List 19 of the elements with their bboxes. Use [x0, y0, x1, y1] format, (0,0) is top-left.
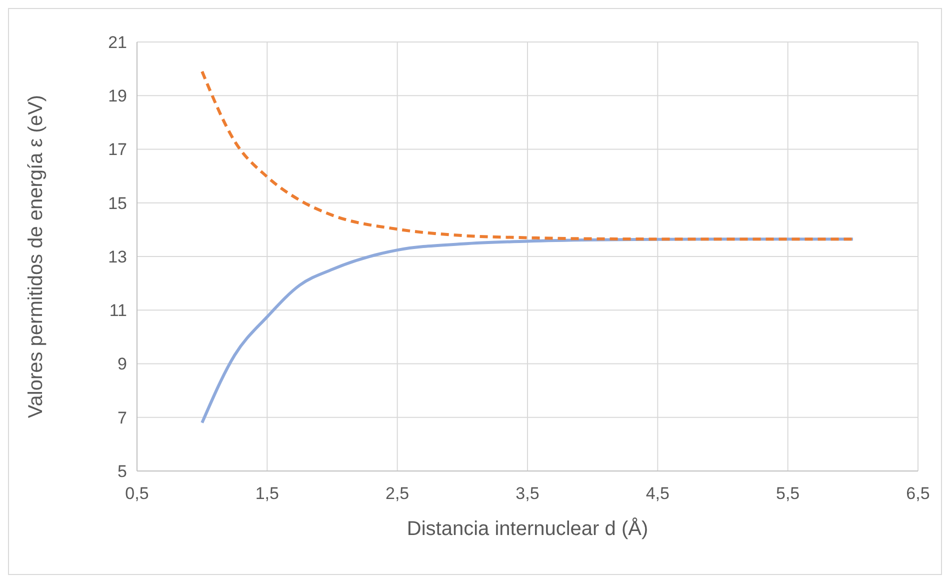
- x-tick-label: 4,5: [646, 484, 670, 503]
- y-tick-label: 17: [108, 140, 127, 160]
- y-tick-label: 19: [108, 86, 127, 106]
- y-tick-label: 15: [108, 194, 127, 213]
- y-tick-label: 7: [118, 408, 127, 428]
- y-tick-label: 13: [108, 247, 127, 266]
- y-tick-label: 5: [118, 462, 127, 481]
- line-series: [200, 70, 854, 241]
- x-axis-title: Distancia internuclear d (Å): [406, 517, 648, 540]
- x-tick-label: 0,5: [125, 484, 149, 503]
- x-tick-label: 5,5: [776, 484, 800, 503]
- x-tick-label: 6,5: [906, 484, 930, 503]
- x-tick-label: 1,5: [255, 484, 279, 503]
- x-tick-label: 3,5: [516, 484, 540, 503]
- x-tick-label: 2,5: [386, 484, 410, 503]
- y-tick-label: 21: [108, 32, 127, 52]
- y-tick-label: 9: [118, 354, 127, 374]
- y-tick-label: 11: [109, 301, 127, 320]
- y-axis-title: Valores permitidos de energía ε (eV): [25, 94, 47, 418]
